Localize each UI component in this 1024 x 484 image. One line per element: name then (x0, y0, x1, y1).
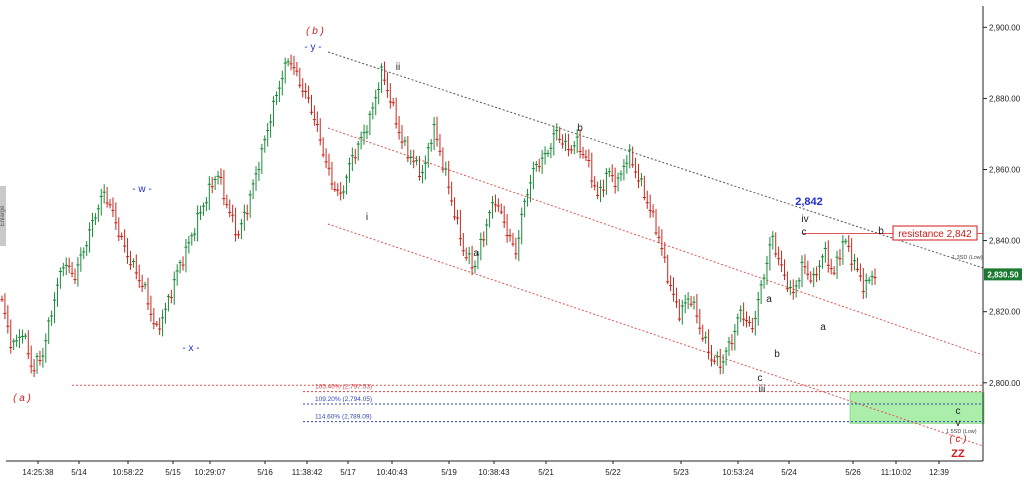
x-tick-label: 5/19 (441, 468, 457, 477)
x-tick-label: 11:10:02 (881, 468, 912, 477)
wave-label-14: c (802, 227, 807, 238)
resistance-box (892, 225, 978, 241)
wave-label-15: 2,842 (795, 196, 823, 208)
wave-label-17: b (878, 226, 884, 237)
x-tick-label: 10:38:43 (478, 468, 510, 477)
x-tick-label: 10:29:07 (194, 468, 226, 477)
x-tick-label: 11:38:42 (292, 468, 323, 477)
wave-label-9: c (758, 373, 763, 384)
wave-label-19: v (956, 418, 961, 429)
x-tick-label: 10:58:22 (112, 468, 144, 477)
x-tick-label: 10:53:24 (722, 468, 754, 477)
upper-channel-line (327, 51, 984, 269)
fib-level-label: 109.20% (2,794.05) (315, 396, 372, 403)
x-tick-label: 5/22 (605, 468, 621, 477)
wave-label-12: b (774, 349, 780, 360)
y-tick-label: 2,900.00 (989, 23, 1021, 32)
x-tick-label: 12:39 (929, 468, 950, 477)
x-tick-label: 5/15 (165, 468, 181, 477)
enlarge-tab[interactable] (0, 186, 6, 246)
x-tick-label: 5/24 (781, 468, 797, 477)
wave-label-16: a (820, 322, 826, 333)
fib-level-label: 114.60% (2,789.09) (315, 414, 372, 421)
y-tick-label: 2,860.00 (989, 166, 1021, 175)
lower-channel-line (327, 223, 984, 447)
x-tick-label: 14:25:38 (22, 468, 54, 477)
x-tick-label: 5/23 (673, 468, 689, 477)
y-tick-label: 2,840.00 (989, 237, 1021, 246)
middle-channel-line (327, 127, 984, 356)
wave-label-13: iv (801, 214, 808, 225)
x-tick-label: 5/14 (71, 468, 87, 477)
wave-label-1: - w - (132, 184, 151, 195)
y-tick-label: 2,820.00 (989, 308, 1021, 317)
fib-level-label: 105.40% (2,797.53) (315, 384, 372, 391)
wave-label-11: a (766, 294, 772, 305)
y-tick-label: 2,800.00 (989, 379, 1021, 388)
x-tick-label: 5/26 (845, 468, 861, 477)
zone-label: 1 5SD (Low) (946, 429, 977, 435)
wave-label-8: b (577, 123, 583, 134)
x-tick-label: 5/21 (538, 468, 554, 477)
wave-label-3: ( b ) (306, 26, 324, 37)
wave-label-5: i (366, 212, 368, 223)
wave-label-4: - y - (304, 42, 321, 53)
price-tag-label: 2,830.50 (987, 270, 1019, 279)
x-tick-label: 10:40:43 (376, 468, 408, 477)
target-zone (849, 392, 985, 424)
y-tick-label: 2,880.00 (989, 94, 1021, 103)
x-tick-label: 5/17 (340, 468, 356, 477)
channel-label: 1 3SD (Low) (952, 255, 983, 261)
enlarge-tab-label: Enlarge (0, 205, 6, 226)
wave-label-20: ( c ) (949, 434, 966, 445)
x-tick-label: 5/16 (257, 468, 273, 477)
wave-label-18: c (956, 406, 961, 417)
resistance-label: resistance 2,842 (898, 229, 972, 240)
wave-label-21: ZZ (951, 448, 965, 460)
wave-label-6: ii (396, 62, 400, 73)
wave-label-7: a (473, 248, 479, 259)
wave-label-10: iii (759, 384, 766, 395)
price-tag-box (984, 268, 1022, 281)
wave-label-0: ( a ) (13, 393, 31, 404)
wave-label-2: - x - (182, 343, 199, 354)
